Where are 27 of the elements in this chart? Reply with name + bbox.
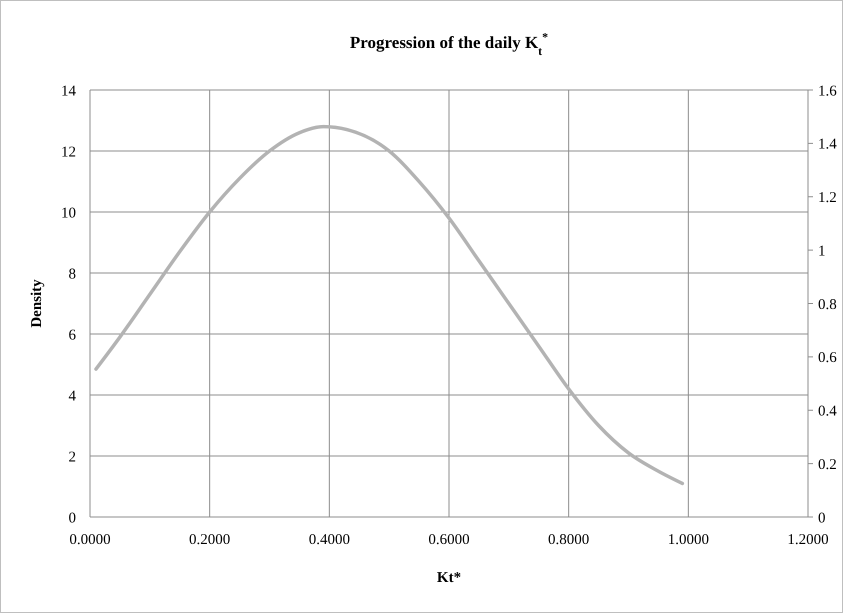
x-axis-title: Kt* — [436, 570, 462, 586]
y2-tick-label: 0.8 — [818, 296, 837, 313]
x-tick-label: 1.2000 — [787, 532, 829, 548]
y-tick-label: 14 — [61, 83, 76, 100]
y2-tick-label: 1 — [818, 243, 826, 260]
y-tick-label: 8 — [68, 266, 76, 282]
y-tick-label: 4 — [68, 388, 76, 404]
y2-tick-label: 1.4 — [818, 136, 838, 153]
x-tick-label: 0.0000 — [69, 532, 111, 548]
y-tick-label: 0 — [68, 510, 76, 526]
x-tick-label: 1.0000 — [668, 532, 709, 548]
x-tick-label: 0.6000 — [428, 532, 470, 548]
y2-tick-label: 0.2 — [818, 456, 837, 473]
y-tick-label: 2 — [68, 449, 76, 466]
y-tick-label: 6 — [68, 327, 76, 344]
y2-tick-label: 1.6 — [818, 83, 838, 100]
y2-tick-label: 1.2 — [818, 190, 837, 206]
y-tick-label: 12 — [61, 144, 76, 160]
x-tick-label: 0.4000 — [308, 532, 350, 548]
line-series — [94, 124, 684, 486]
x-tick-label: 0.8000 — [548, 532, 590, 548]
x-tick-label: 0.2000 — [189, 532, 230, 548]
y-tick-label: 10 — [61, 205, 76, 222]
y2-tick-label: 0.4 — [818, 404, 838, 420]
y2-tick-label: 0 — [818, 510, 826, 526]
y2-tick-label: 0.6 — [818, 350, 838, 366]
y-axis-title: Density — [29, 278, 45, 328]
